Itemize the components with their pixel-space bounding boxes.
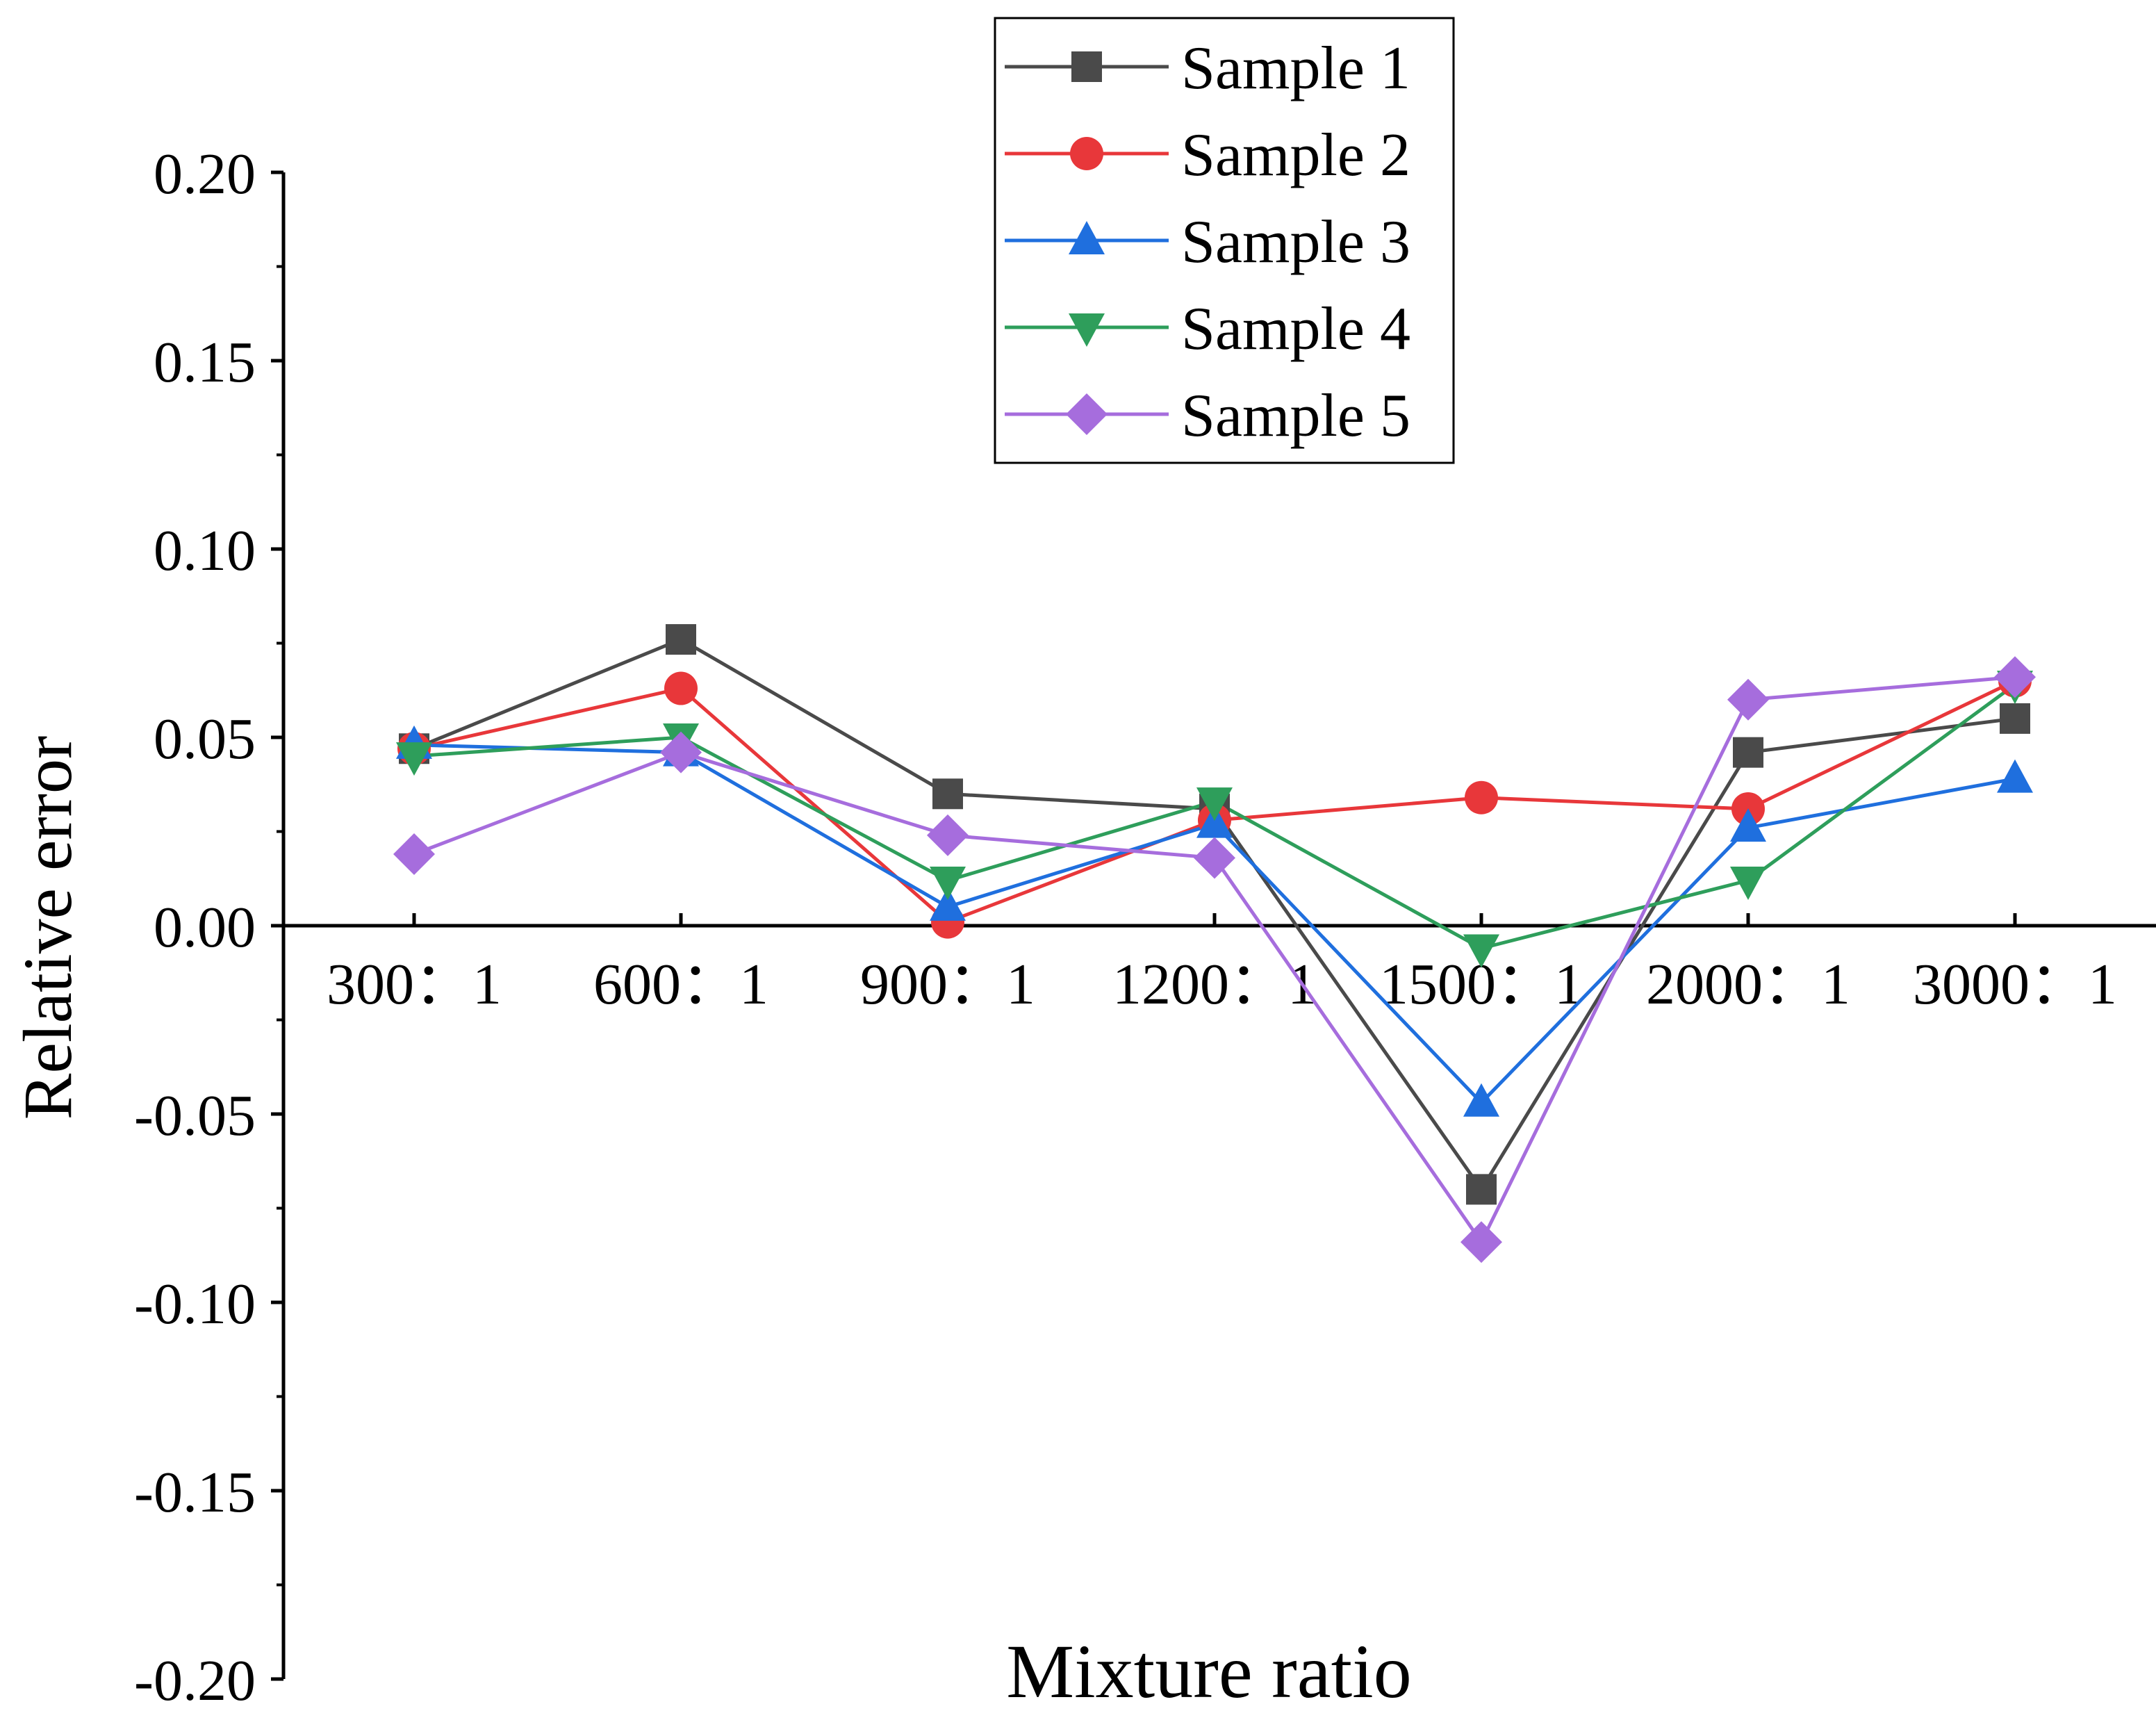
x-tick-label: 1200：1 <box>1112 952 1317 1017</box>
data-point-sample-5 <box>660 731 702 773</box>
data-point-sample-3 <box>930 887 966 921</box>
legend-label-sample-3: Sample 3 <box>1181 208 1410 276</box>
data-point-sample-4 <box>1463 934 1499 968</box>
data-point-sample-3 <box>1730 808 1766 842</box>
data-point-sample-1 <box>1466 1174 1497 1205</box>
data-point-sample-5 <box>927 814 969 856</box>
y-tick-label: 0.00 <box>154 895 256 960</box>
y-tick-label: -0.15 <box>134 1460 256 1525</box>
legend-label-sample-1: Sample 1 <box>1181 35 1410 102</box>
legend-marker-sample-4 <box>1069 313 1105 347</box>
data-point-sample-4 <box>1196 787 1233 821</box>
y-axis-title: Relative error <box>9 736 86 1120</box>
x-tick-label: 2000：1 <box>1646 952 1850 1017</box>
legend-label-sample-2: Sample 2 <box>1181 122 1410 189</box>
legend: Sample 1 Sample 2 Sample 3 Sample 4 Sample 5 <box>994 17 1455 464</box>
y-tick-label: 0.20 <box>154 142 256 206</box>
x-tick-label: 3000：1 <box>1913 952 2117 1017</box>
y-tick-label: -0.10 <box>134 1272 256 1336</box>
y-tick-label: 0.15 <box>154 330 256 395</box>
data-point-sample-5 <box>1194 837 1235 879</box>
y-tick-label: -0.20 <box>134 1648 256 1711</box>
y-ticks: 0.20 0.15 0.10 0.05 0.00 -0.05 -0.10 -0.15 -0.20 <box>134 142 283 1711</box>
data-point-sample-5 <box>1994 656 2036 698</box>
legend-label-sample-5: Sample 5 <box>1181 382 1410 450</box>
x-tick-label: 900：1 <box>860 952 1035 1017</box>
data-point-sample-3 <box>1463 1083 1499 1117</box>
data-point-sample-1 <box>2000 703 2030 734</box>
data-point-sample-5 <box>1727 678 1769 721</box>
data-point-sample-2 <box>1465 780 1498 814</box>
series-layer <box>393 624 2036 1263</box>
y-tick-label: -0.05 <box>134 1083 256 1148</box>
y-tick-label: 0.05 <box>154 707 256 771</box>
legend-label-sample-4: Sample 4 <box>1181 295 1410 363</box>
legend-marker-sample-5 <box>1066 393 1108 435</box>
x-tick-label: 300：1 <box>327 952 502 1017</box>
data-point-sample-4 <box>930 866 966 900</box>
data-point-sample-4 <box>396 742 432 776</box>
data-point-sample-5 <box>393 833 435 876</box>
data-point-sample-4 <box>1730 866 1766 900</box>
x-ticks: 300：1 600：1 900：1 1200：1 1500：1 2000：1 3000：1 <box>327 913 2117 1017</box>
data-point-sample-3 <box>1997 759 2033 793</box>
y-tick-label: 0.10 <box>154 518 256 583</box>
data-point-sample-5 <box>1460 1221 1502 1263</box>
x-tick-label: 600：1 <box>593 952 768 1017</box>
legend-marker-sample-3 <box>1069 221 1105 254</box>
data-point-sample-1 <box>932 778 963 810</box>
data-point-sample-1 <box>666 624 696 655</box>
legend-marker-sample-2 <box>1070 137 1103 170</box>
legend-marker-sample-1 <box>1071 51 1102 82</box>
data-point-sample-1 <box>1733 737 1763 768</box>
x-axis-title: Mixture ratio <box>1006 1629 1411 1711</box>
data-point-sample-2 <box>664 671 698 705</box>
data-point-sample-3 <box>1196 804 1233 838</box>
